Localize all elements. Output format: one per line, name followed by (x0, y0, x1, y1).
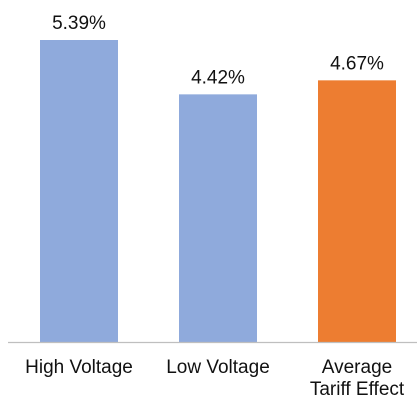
category-label: High Voltage (25, 357, 133, 378)
data-label: 5.39% (52, 13, 106, 34)
category-label: Low Voltage (166, 357, 270, 378)
category-label: Tariff Effect (310, 379, 405, 400)
bar-low-voltage (179, 94, 257, 343)
bar-high-voltage (40, 40, 118, 342)
value-labels-group: 5.39% 4.42% 4.67% (52, 13, 384, 88)
category-label: Average (322, 357, 392, 378)
data-label: 4.42% (191, 67, 245, 88)
data-label: 4.67% (330, 53, 384, 74)
bar-average-tariff-effect (318, 80, 396, 342)
bars-group (40, 40, 396, 343)
